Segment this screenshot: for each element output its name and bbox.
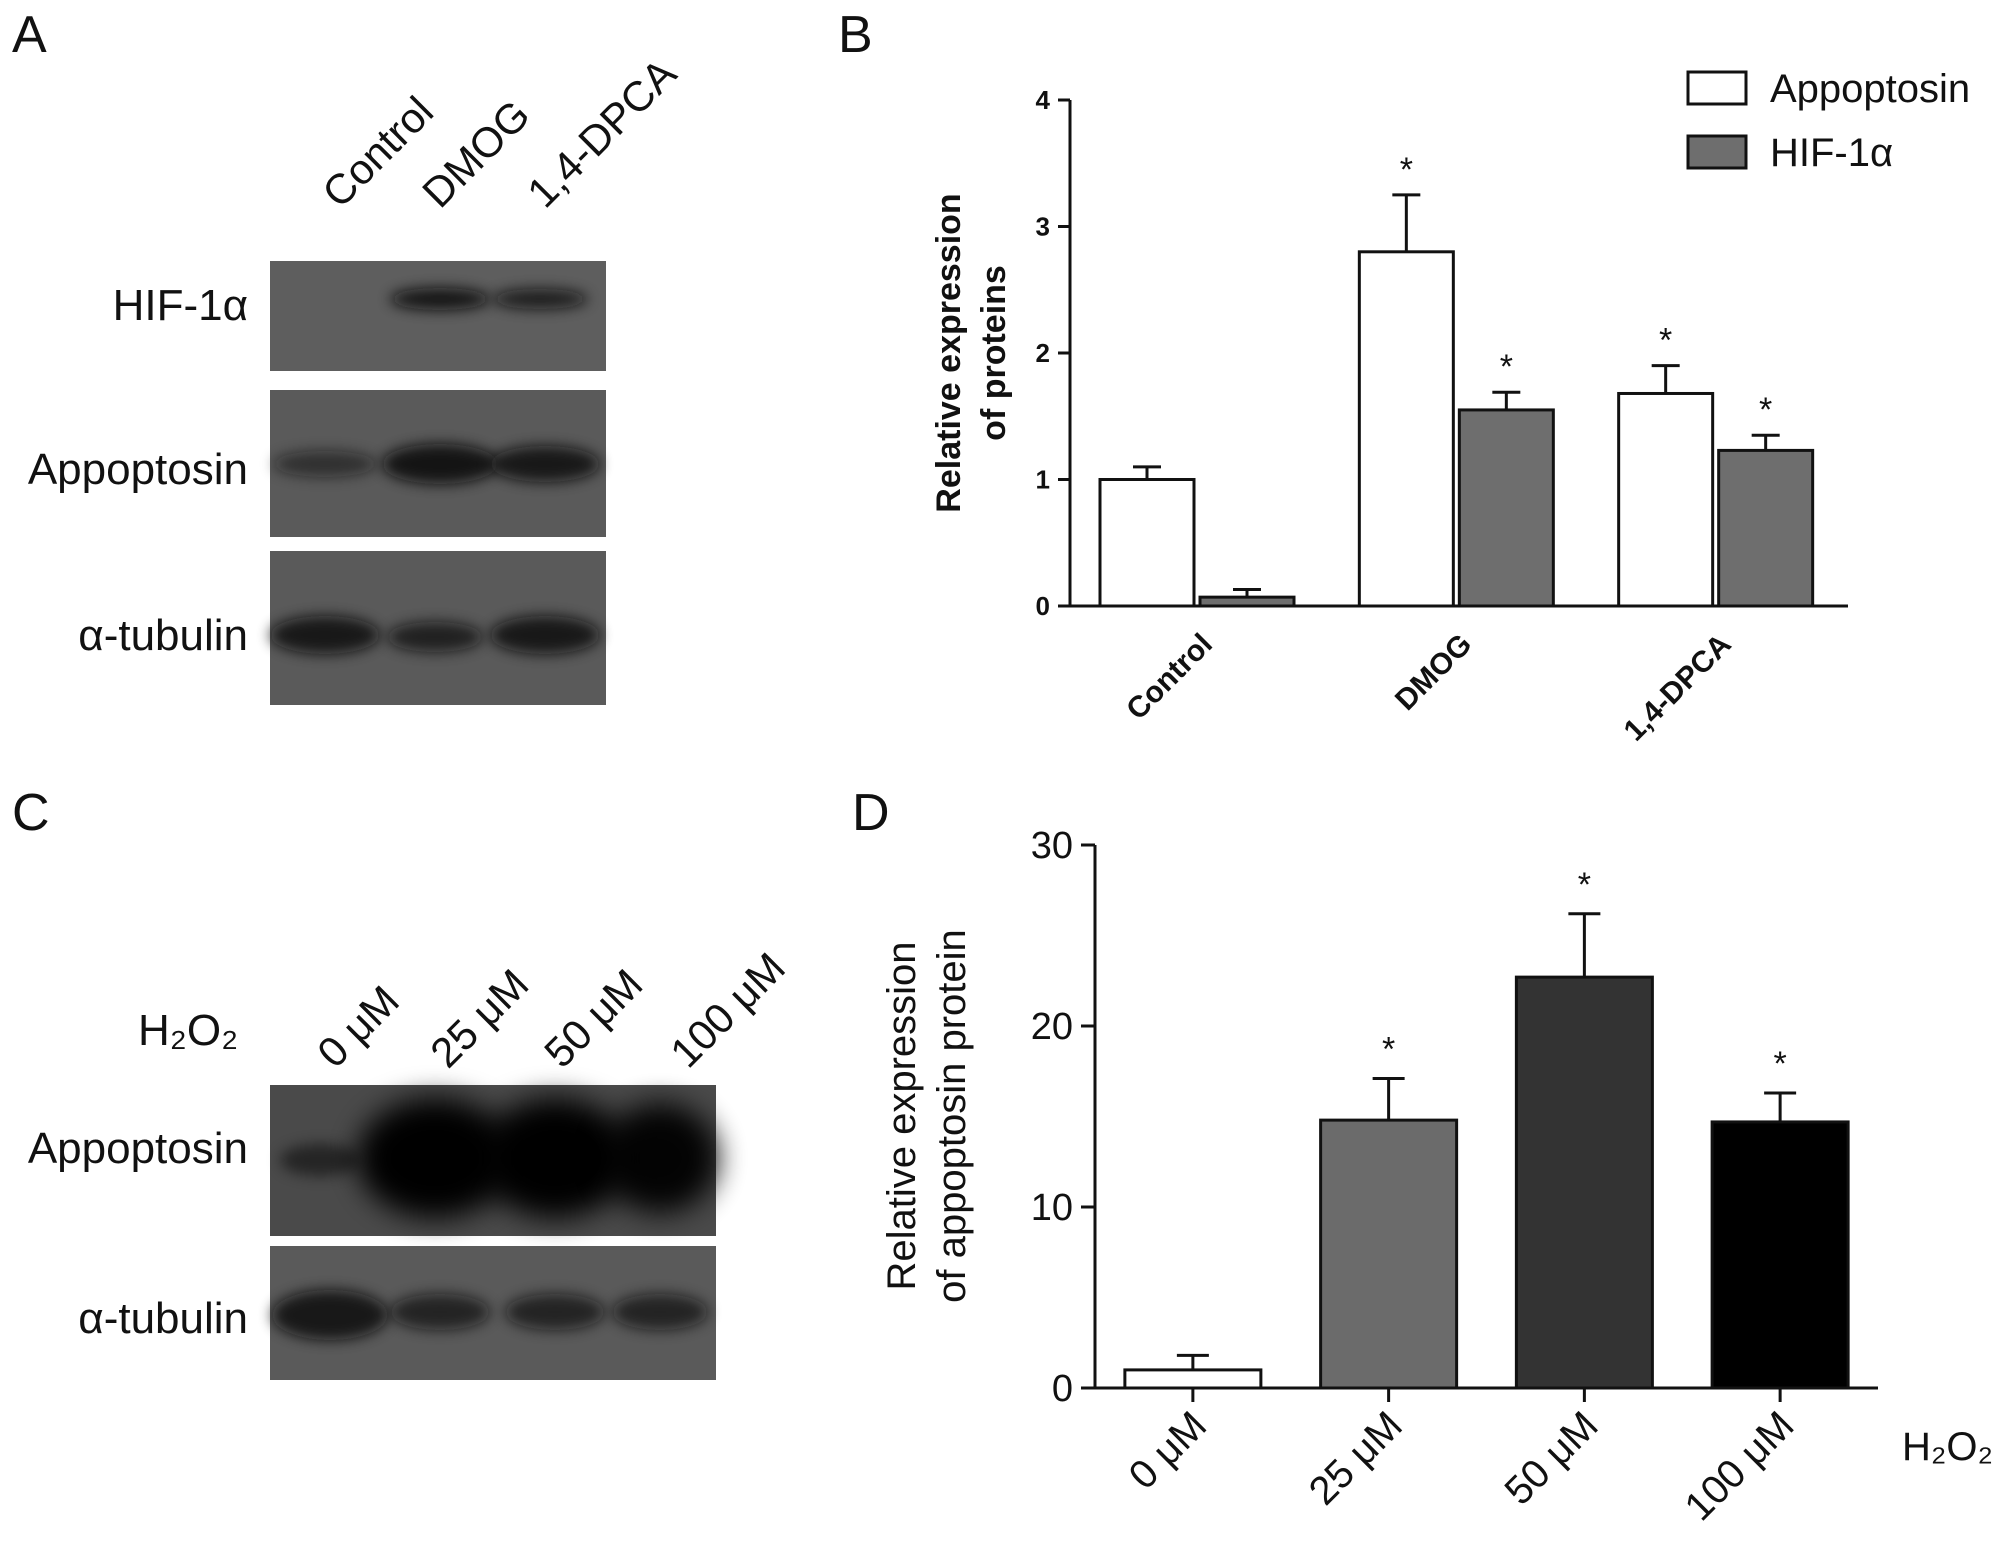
x-axis-label: H₂O₂ bbox=[1902, 1425, 1993, 1469]
blot-a-band bbox=[270, 616, 380, 654]
blot-a-lane-label: Control bbox=[313, 87, 442, 216]
blot-c-band bbox=[390, 1294, 490, 1330]
blot-a-band bbox=[273, 451, 377, 477]
blot-c-band bbox=[480, 1098, 630, 1218]
y-tick-label: 1 bbox=[1036, 465, 1050, 495]
x-category-label: DMOG bbox=[1389, 628, 1478, 717]
chart-b: 0 1 2 3 4 Control * * DMOG * * 1,4-DPCA Relative exp… bbox=[930, 67, 1970, 748]
significance-star: * bbox=[1578, 866, 1591, 904]
y-tick-label: 3 bbox=[1036, 212, 1050, 242]
x-category-label: 25 μM bbox=[1301, 1403, 1411, 1513]
y-tick-label: 10 bbox=[1031, 1187, 1073, 1229]
blot-a-band bbox=[490, 616, 600, 654]
bar bbox=[1710, 1120, 1850, 1390]
panel-a-letter: A bbox=[12, 6, 47, 64]
blot-a-row-label: α-tubulin bbox=[78, 611, 248, 660]
x-category-label: 0 μM bbox=[1121, 1403, 1216, 1498]
blot-a-row-hif1a bbox=[270, 261, 606, 371]
chart-d: 0 10 20 30 0 μM * 25 μM * 50 μM * 100 μM H₂O₂ Relati… bbox=[880, 825, 1993, 1529]
bar-appoptosin bbox=[1617, 391, 1715, 608]
bar bbox=[1123, 1368, 1263, 1390]
y-axis-label: Relative expression bbox=[930, 193, 968, 512]
bar-hif-1- bbox=[1717, 448, 1815, 608]
y-tick-label: 20 bbox=[1031, 1006, 1073, 1048]
blot-c-row-label: α-tubulin bbox=[78, 1294, 248, 1343]
x-category-label: 50 μM bbox=[1496, 1403, 1606, 1513]
y-axis-label: Relative expression bbox=[880, 941, 924, 1290]
blot-a-row-label: HIF-1α bbox=[113, 281, 248, 330]
significance-star: * bbox=[1500, 348, 1513, 386]
bar bbox=[1319, 1118, 1459, 1390]
legend-swatch bbox=[1686, 70, 1748, 106]
blot-a-lane-label: DMOG bbox=[413, 91, 539, 217]
bar bbox=[1514, 975, 1654, 1390]
blot-c-band bbox=[612, 1294, 708, 1330]
blot-c-lane-label: 0 μM bbox=[308, 977, 408, 1077]
significance-star: * bbox=[1400, 151, 1413, 189]
blot-a-band bbox=[382, 444, 498, 484]
blot-a-band bbox=[387, 622, 483, 652]
y-tick-label: 4 bbox=[1036, 85, 1051, 115]
legend-label: Appoptosin bbox=[1770, 67, 1970, 111]
blot-a-band bbox=[490, 446, 600, 482]
blot-a-row-panel bbox=[270, 261, 606, 371]
significance-star: * bbox=[1759, 391, 1772, 429]
blot-c-band bbox=[602, 1103, 718, 1213]
blot-a-row-tubulin bbox=[270, 551, 606, 705]
blot-c-band bbox=[505, 1294, 605, 1330]
y-tick-label: 30 bbox=[1031, 825, 1073, 867]
significance-star: * bbox=[1382, 1030, 1395, 1068]
blot-c-row-tubulin bbox=[270, 1246, 716, 1380]
significance-star: * bbox=[1659, 322, 1672, 360]
y-axis-label: of appoptosin protein bbox=[930, 929, 974, 1303]
bar-hif-1- bbox=[1457, 408, 1555, 608]
x-category-label: Control bbox=[1120, 628, 1219, 727]
legend-swatch bbox=[1686, 134, 1748, 170]
x-category-label: 1,4-DPCA bbox=[1618, 628, 1738, 748]
blot-c-treatment-label: H₂O₂ bbox=[138, 1006, 238, 1055]
blot-a-row-appoptosin bbox=[270, 390, 606, 537]
blot-c-band bbox=[357, 1098, 513, 1218]
y-axis-label: of proteins bbox=[975, 265, 1013, 441]
blot-a-row-label: Appoptosin bbox=[28, 445, 248, 494]
blot-c-row-label: Appoptosin bbox=[28, 1124, 248, 1173]
blot-c-row-appoptosin bbox=[270, 1085, 718, 1236]
blot-c-lane-label: 50 μM bbox=[535, 960, 651, 1076]
blot-c-lane-label: 100 μM bbox=[661, 943, 794, 1076]
y-tick-label: 2 bbox=[1036, 338, 1050, 368]
blot-a-lane-label: 1,4-DPCA bbox=[518, 49, 685, 216]
blot-c-band bbox=[280, 1144, 360, 1176]
blot-c-lane-label: 25 μM bbox=[421, 960, 537, 1076]
panel-c-letter: C bbox=[12, 784, 50, 842]
significance-star: * bbox=[1774, 1045, 1787, 1083]
bar-hif-1- bbox=[1198, 595, 1296, 608]
bar-appoptosin bbox=[1098, 478, 1196, 608]
blot-c-band bbox=[272, 1290, 388, 1340]
y-tick-label: 0 bbox=[1036, 591, 1050, 621]
legend-label: HIF-1α bbox=[1770, 131, 1893, 175]
panel-b-letter: B bbox=[838, 6, 873, 64]
bar-appoptosin bbox=[1357, 250, 1455, 608]
blot-a-band bbox=[492, 289, 588, 309]
y-tick-label: 0 bbox=[1052, 1368, 1073, 1410]
blot-a-band bbox=[390, 288, 490, 310]
x-category-label: 100 μM bbox=[1676, 1403, 1802, 1529]
panel-d-letter: D bbox=[852, 784, 890, 842]
